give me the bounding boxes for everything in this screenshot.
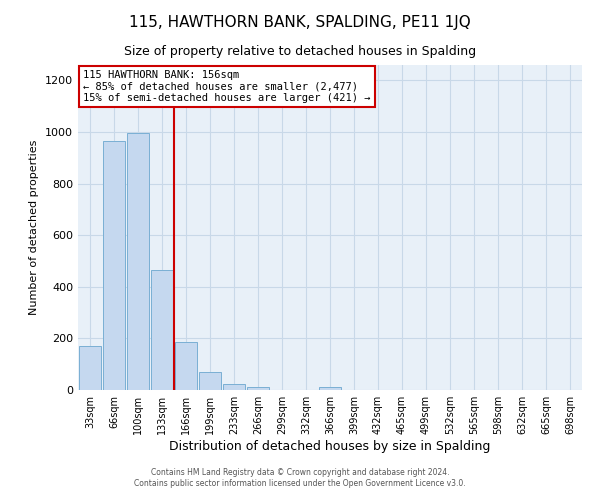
X-axis label: Distribution of detached houses by size in Spalding: Distribution of detached houses by size … [169, 440, 491, 453]
Bar [175, 342, 197, 390]
Bar [103, 141, 125, 390]
Text: 115, HAWTHORN BANK, SPALDING, PE11 1JQ: 115, HAWTHORN BANK, SPALDING, PE11 1JQ [129, 15, 471, 30]
Bar [199, 372, 221, 390]
Bar [223, 384, 245, 390]
Text: Size of property relative to detached houses in Spalding: Size of property relative to detached ho… [124, 45, 476, 58]
Y-axis label: Number of detached properties: Number of detached properties [29, 140, 40, 315]
Bar [247, 388, 269, 390]
Bar [319, 388, 341, 390]
Bar [151, 270, 173, 390]
Bar [127, 134, 149, 390]
Bar [79, 346, 101, 390]
Text: 115 HAWTHORN BANK: 156sqm
← 85% of detached houses are smaller (2,477)
15% of se: 115 HAWTHORN BANK: 156sqm ← 85% of detac… [83, 70, 371, 103]
Text: Contains HM Land Registry data © Crown copyright and database right 2024.
Contai: Contains HM Land Registry data © Crown c… [134, 468, 466, 487]
